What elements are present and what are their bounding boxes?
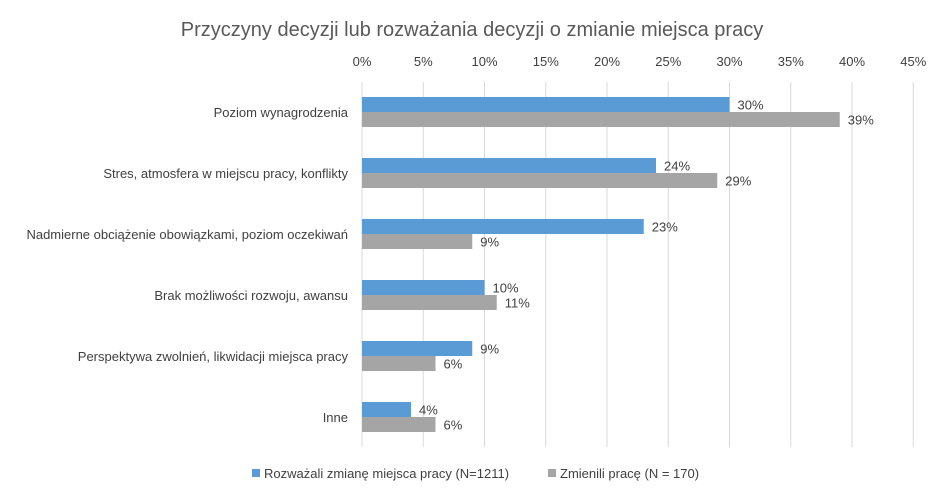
- chart-title: Przyczyny decyzji lub rozważania decyzji…: [181, 19, 763, 41]
- bar-considered: [362, 402, 411, 417]
- legend-swatch: [548, 469, 556, 477]
- bar-changed: [362, 356, 436, 371]
- x-tick-label: 35%: [778, 54, 804, 69]
- bar-changed: [362, 173, 718, 188]
- x-tick-label: 10%: [471, 54, 497, 69]
- data-labels: 30% 39% 24% 29% 23% 9% 10%11% 9% 6% 4% 6%: [419, 98, 874, 433]
- x-tick-label: 15%: [533, 54, 559, 69]
- data-label: 11%: [505, 296, 530, 311]
- gridlines: [361, 82, 914, 447]
- category-label: Stres, atmosfera w miejscu pracy, konfli…: [103, 166, 348, 181]
- x-tick-label: 0%: [353, 54, 372, 69]
- bar-changed: [362, 112, 840, 127]
- legend: Rozważali zmianę miejsca pracy (N=1211) Z…: [252, 466, 699, 481]
- bar-considered: [362, 158, 656, 173]
- x-tick-label: 45%: [900, 54, 926, 69]
- category-label: Inne: [323, 410, 348, 425]
- data-label: 23%: [652, 220, 678, 235]
- bar-changed: [362, 417, 436, 432]
- bar-considered: [362, 341, 473, 356]
- data-label: 29%: [725, 174, 751, 189]
- bar-changed: [362, 234, 473, 249]
- data-label: 24%: [664, 159, 690, 174]
- x-tick-label: 20%: [594, 54, 620, 69]
- category-label: Perspektywa zwolnień, likwidacji miejsca…: [78, 349, 349, 364]
- legend-label: Zmienili pracę (N = 170): [560, 466, 699, 481]
- bar-considered: [362, 97, 730, 112]
- category-labels: Poziom wynagrodzenia Stres, atmosfera w m…: [26, 105, 348, 425]
- bars: [362, 97, 840, 432]
- x-axis-ticks: 0% 5% 10% 15% 20% 25% 30% 35% 40% 45%: [353, 54, 927, 69]
- data-label: 9%: [480, 342, 499, 357]
- x-tick-label: 25%: [655, 54, 681, 69]
- data-label: 9%: [480, 235, 499, 250]
- legend-swatch: [252, 469, 260, 477]
- category-label: Brak możliwości rozwoju, awansu: [154, 288, 348, 303]
- bar-changed: [362, 295, 497, 310]
- x-tick-label: 30%: [716, 54, 742, 69]
- bar-considered: [362, 219, 644, 234]
- legend-label: Rozważali zmianę miejsca pracy (N=1211): [264, 466, 509, 481]
- x-tick-label: 5%: [414, 54, 433, 69]
- data-label: 6%: [444, 357, 463, 372]
- data-label: 6%: [444, 418, 463, 433]
- category-label: Poziom wynagrodzenia: [214, 105, 349, 120]
- data-label: 30%: [738, 98, 764, 113]
- data-label: 4%: [419, 403, 438, 418]
- x-tick-label: 40%: [839, 54, 865, 69]
- data-label: 10%: [493, 281, 519, 296]
- bar-considered: [362, 280, 485, 295]
- data-label: 39%: [848, 113, 874, 128]
- category-label: Nadmierne obciążenie obowiązkami, poziom…: [26, 227, 348, 242]
